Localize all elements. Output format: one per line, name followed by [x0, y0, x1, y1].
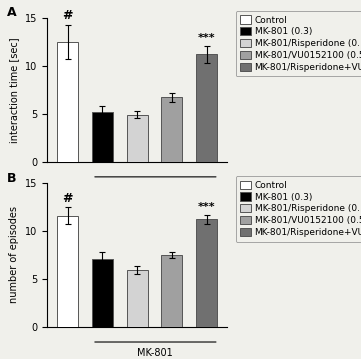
- Legend: Control, MK-801 (0.3), MK-801/Risperidone (0.1), MK-801/VU0152100 (0.5), MK-801/: Control, MK-801 (0.3), MK-801/Risperidon…: [236, 11, 361, 76]
- Bar: [127, 270, 148, 327]
- Y-axis label: interaction time [sec]: interaction time [sec]: [9, 37, 19, 143]
- Text: #: #: [62, 9, 73, 22]
- Text: ***: ***: [198, 33, 216, 43]
- Bar: [57, 42, 78, 162]
- Text: A: A: [7, 6, 17, 19]
- Legend: Control, MK-801 (0.3), MK-801/Risperidone (0.1), MK-801/VU0152100 (0.5), MK-801/: Control, MK-801 (0.3), MK-801/Risperidon…: [236, 176, 361, 242]
- Text: #: #: [62, 192, 73, 205]
- Text: MK-801: MK-801: [137, 348, 173, 358]
- Bar: [92, 112, 113, 162]
- Text: MK-801: MK-801: [137, 183, 173, 193]
- Bar: [127, 115, 148, 162]
- Bar: [196, 219, 217, 327]
- Bar: [161, 97, 182, 162]
- Bar: [161, 255, 182, 327]
- Text: ***: ***: [198, 202, 216, 212]
- Bar: [57, 216, 78, 327]
- Bar: [92, 259, 113, 327]
- Y-axis label: number of episodes: number of episodes: [9, 206, 19, 303]
- Text: B: B: [7, 172, 17, 185]
- Bar: [196, 54, 217, 162]
